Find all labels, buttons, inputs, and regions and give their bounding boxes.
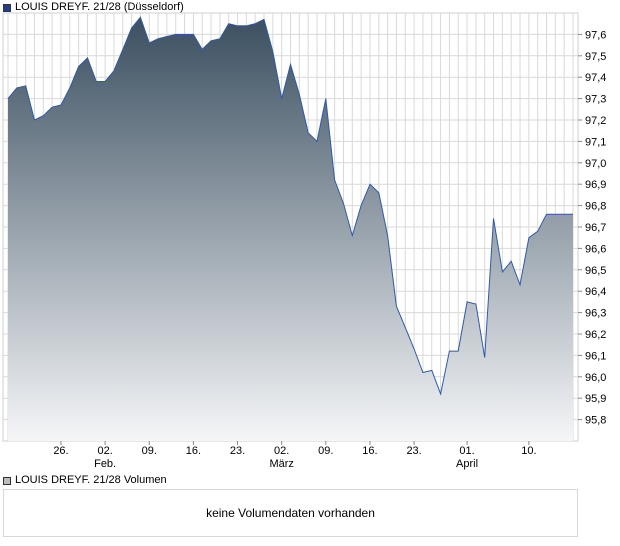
y-tick-label: 97,3 xyxy=(585,94,606,106)
volume-panel: keine Volumendaten vorhanden xyxy=(3,489,578,537)
y-tick-label: 96,4 xyxy=(585,286,606,298)
x-month-label: April xyxy=(456,458,478,470)
volume-legend-label: LOUIS DREYF. 21/28 Volumen xyxy=(15,474,167,486)
x-tick-label: 16. xyxy=(362,445,377,457)
y-tick-label: 97,1 xyxy=(585,136,606,148)
volume-legend: LOUIS DREYF. 21/28 Volumen xyxy=(3,474,167,487)
price-area xyxy=(8,17,573,442)
x-tick-label: 02. xyxy=(97,445,112,457)
x-month-label: März xyxy=(269,458,293,470)
y-tick-label: 97,4 xyxy=(585,72,606,84)
x-tick-label: 10. xyxy=(521,445,536,457)
x-tick-label: 23. xyxy=(230,445,245,457)
price-legend: LOUIS DREYF. 21/28 (Düsseldorf) xyxy=(3,1,184,14)
y-tick-label: 96,3 xyxy=(585,308,606,320)
y-tick-label: 97,6 xyxy=(585,29,606,41)
y-tick-label: 96,5 xyxy=(585,265,606,277)
price-legend-label: LOUIS DREYF. 21/28 (Düsseldorf) xyxy=(15,1,184,13)
y-tick-label: 95,8 xyxy=(585,415,606,427)
y-tick-label: 96,1 xyxy=(585,350,606,362)
x-month-label: Feb. xyxy=(94,458,116,470)
x-tick-label: 16. xyxy=(186,445,201,457)
x-tick-label: 02. xyxy=(274,445,289,457)
x-tick-label: 09. xyxy=(142,445,157,457)
x-tick-label: 26. xyxy=(53,445,68,457)
x-tick-label: 23. xyxy=(406,445,421,457)
x-tick-label: 01. xyxy=(459,445,474,457)
y-tick-label: 96,6 xyxy=(585,243,606,255)
price-chart: 95,8 95,9 96,0 96,1 96,2 96,3 96,4 96,5 96,6 96,7… xyxy=(2,12,606,470)
volume-legend-swatch xyxy=(3,476,11,485)
volume-empty-message: keine Volumendaten vorhanden xyxy=(206,506,375,520)
price-legend-swatch xyxy=(3,3,11,12)
y-tick-label: 96,0 xyxy=(585,372,606,384)
y-tick-label: 96,9 xyxy=(585,179,606,191)
y-tick-label: 96,7 xyxy=(585,222,606,234)
y-tick-label: 96,8 xyxy=(585,201,606,213)
y-tick-label: 97,5 xyxy=(585,51,606,63)
y-tick-label: 97,2 xyxy=(585,115,606,127)
y-tick-label: 95,9 xyxy=(585,393,606,405)
y-tick-label: 96,2 xyxy=(585,329,606,341)
y-tick-label: 97,0 xyxy=(585,158,606,170)
x-tick-label: 09. xyxy=(318,445,333,457)
